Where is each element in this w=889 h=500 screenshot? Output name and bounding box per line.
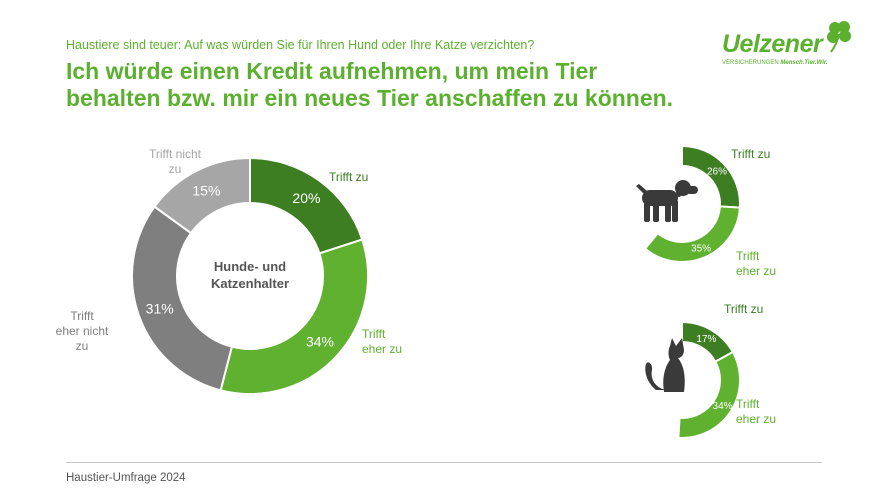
- logo-tagline-prefix: VERSICHERUNGEN: [722, 60, 779, 66]
- logo-tagline: VERSICHERUNGEN Mensch.Tier.Wir.: [722, 60, 828, 66]
- slice-percent-label: 20%: [292, 190, 320, 206]
- slice-category-label-line: Trifft zu: [724, 302, 763, 316]
- cat-donut-chart: 17% Trifft zu 34% Trifft eher zu: [677, 302, 776, 439]
- slice-category-label-line: eher zu: [362, 342, 402, 356]
- cat-icon: [645, 338, 685, 392]
- slice-percent-label: 35%: [691, 244, 711, 255]
- slice-category-label: Trifft eher zu: [736, 249, 776, 278]
- footer-divider: [66, 462, 822, 463]
- donut-center-label-line: Hunde- und: [214, 259, 286, 274]
- donut-center-label: Hunde- und Katzenhalter: [211, 259, 289, 291]
- slice-category-label-line: Trifft nicht: [149, 147, 202, 161]
- slice-category-label: Trifft eher nicht zu: [56, 309, 109, 353]
- logo-wordmark: Uelzener: [722, 30, 823, 58]
- slice-category-label: Trifft zu: [724, 302, 763, 316]
- slice-percent-label: 17%: [696, 334, 716, 345]
- slice-category-label-line: Trifft: [736, 397, 760, 411]
- slice-category-label-line: zu: [76, 339, 89, 353]
- footer-source: Haustier-Umfrage 2024: [66, 472, 186, 484]
- slice-category-label: Trifft eher zu: [362, 327, 402, 356]
- slice-category-label: Trifft eher zu: [736, 397, 776, 426]
- brand-logo: Uelzener VERSICHERUNGEN Mensch.Tier.Wir.: [722, 20, 862, 70]
- page-title: Ich würde einen Kredit aufnehmen, um mei…: [66, 58, 674, 111]
- donut-slice: [219, 238, 369, 395]
- slice-category-label-line: eher zu: [736, 412, 776, 426]
- slice-category-label: Trifft nicht zu: [149, 147, 202, 176]
- slice-category-label-line: eher zu: [736, 264, 776, 278]
- slice-category-label: Trifft zu: [731, 147, 770, 161]
- slice-category-label-line: Trifft zu: [329, 170, 368, 184]
- donut-slice: [677, 350, 741, 439]
- slice-category-label-line: Trifft: [70, 309, 94, 323]
- donut-slice: [131, 205, 234, 392]
- slice-category-label-line: Trifft zu: [731, 147, 770, 161]
- slice-percent-label: 15%: [192, 182, 220, 198]
- slice-percent-label: 26%: [707, 167, 727, 178]
- slice-percent-label: 34%: [713, 401, 733, 412]
- slice-category-label-line: eher nicht: [56, 324, 109, 338]
- slice-percent-label: 31%: [146, 300, 174, 316]
- slice-category-label: Trifft zu: [329, 170, 368, 184]
- logo-tagline-claim: Mensch.Tier.Wir.: [780, 60, 828, 66]
- donut-slice: [643, 205, 741, 263]
- clover-icon: [827, 21, 851, 53]
- slice-category-label-line: Trifft: [362, 327, 386, 341]
- dog-icon: [636, 180, 698, 222]
- survey-question: Haustiere sind teuer: Auf was würden Sie…: [66, 38, 535, 52]
- dog-donut-chart: 26% Trifft zu 35% Trifft eher zu: [643, 144, 776, 278]
- slice-percent-label: 34%: [306, 334, 334, 350]
- donut-slice: [153, 156, 251, 235]
- slice-category-label-line: Trifft: [736, 249, 760, 263]
- slice-category-label-line: zu: [169, 162, 182, 176]
- donut-center-label-line: Katzenhalter: [211, 276, 289, 291]
